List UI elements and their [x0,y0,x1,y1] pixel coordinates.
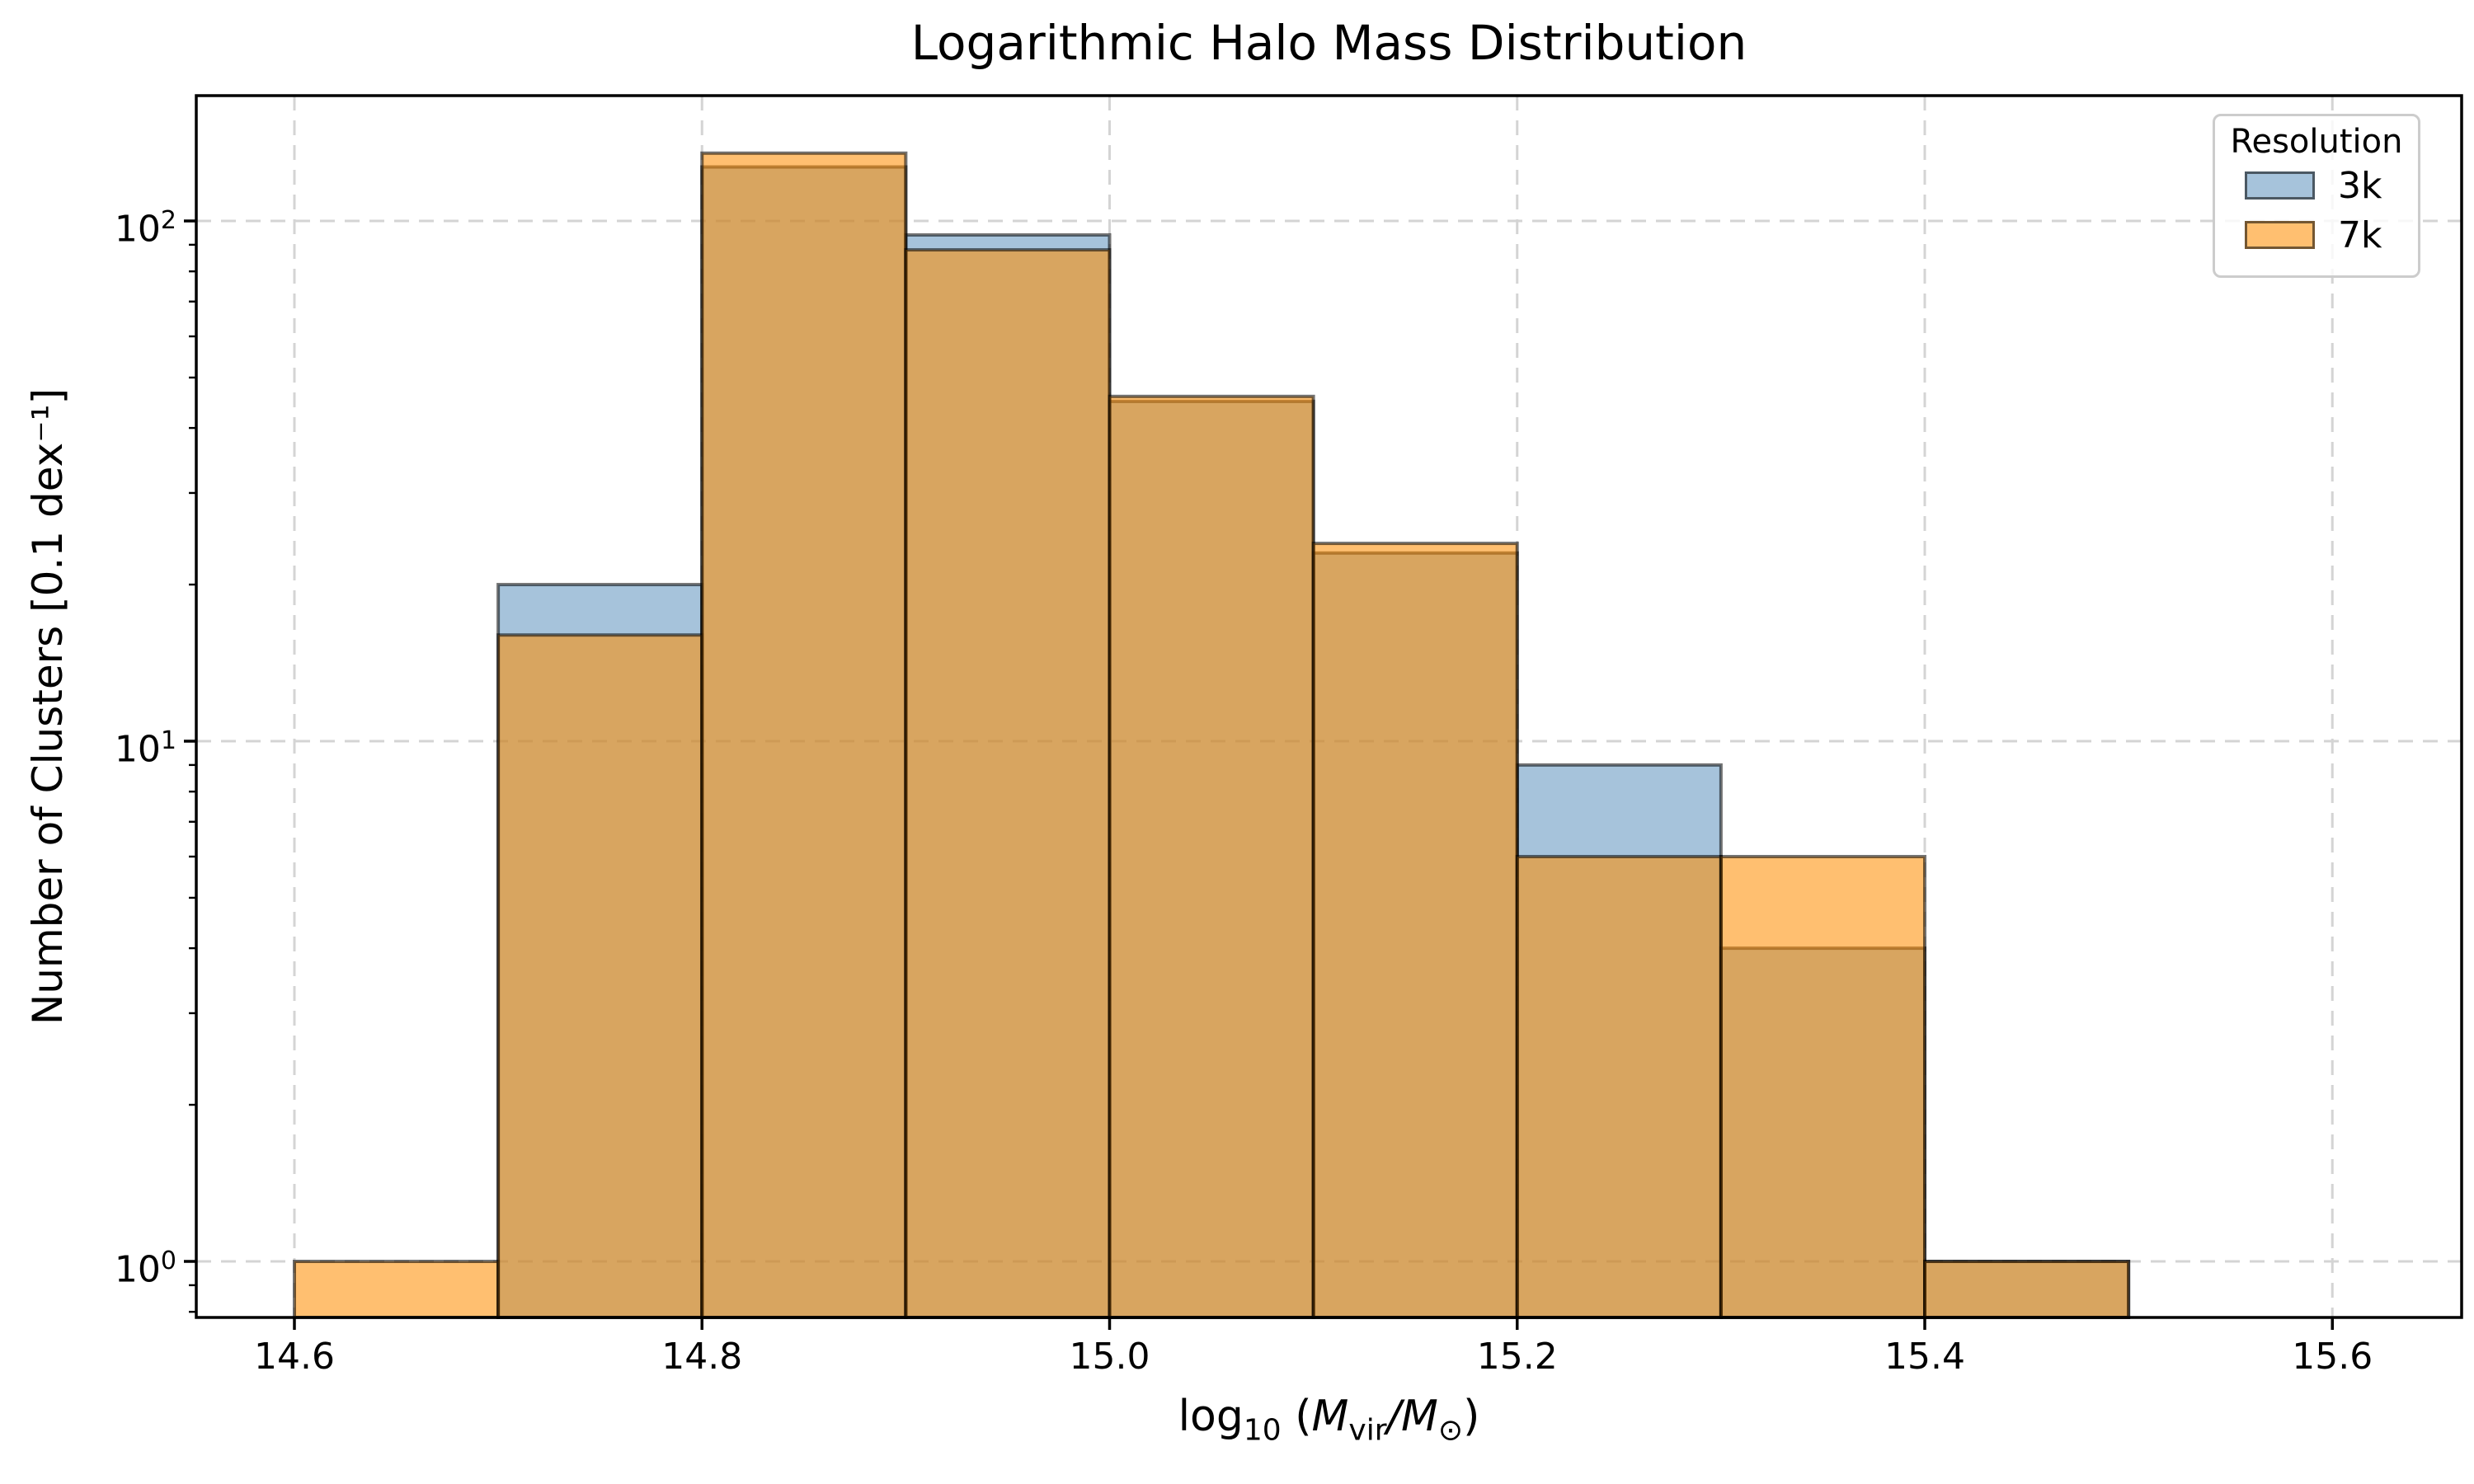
x-tick-label: 14.6 [254,1336,335,1378]
y-tick-label: 102 [0,198,176,253]
histogram-bar-7k [496,633,704,1319]
x-axis-label-close-paren: ) [1463,1392,1480,1441]
x-tick-label: 15.0 [1069,1336,1150,1378]
x-axis-label-log-sub: 10 [1243,1413,1282,1448]
x-tick-label: 15.4 [1884,1336,1965,1378]
chart-title: Logarithmic Halo Mass Distribution [910,15,1747,71]
histogram-bar-7k [1923,1260,2131,1319]
x-tick-label: 15.2 [1476,1336,1558,1378]
legend-label: 3k [2338,164,2382,207]
legend-box: Resolution 3k 7k [2213,114,2420,278]
histogram-bar-7k [293,1260,501,1319]
x-axis-label-slash: / [1386,1392,1402,1441]
y-tick-label-exponent: 0 [160,1247,176,1275]
y-tick-label: 101 [0,718,176,773]
y-tick-label-exponent: 2 [160,206,176,235]
legend-label: 7k [2338,214,2382,256]
histogram-bar-7k [1719,854,1926,1319]
y-axis-label: Number of Clusters [0.1 dex⁻¹] [24,387,72,1026]
y-tick-label-exponent: 1 [160,726,176,755]
x-axis-label-mvir-sub: vir [1348,1413,1387,1448]
histogram-bar-7k [700,151,908,1319]
x-tick-label: 14.8 [661,1336,743,1378]
x-axis-label: log10 (Mvir/M⊙) [196,1392,2462,1447]
histogram-bar-7k [1515,854,1723,1319]
legend-swatch-7k [2245,221,2315,249]
histogram-bar-7k [1108,394,1315,1319]
legend-rows: 3k 7k [2215,161,2418,260]
legend-row: 3k [2215,161,2418,210]
y-tick-label-base: 10 [114,208,161,251]
x-tick-label: 15.6 [2292,1336,2373,1378]
axes-spines [195,94,2463,1319]
y-tick-label: 100 [0,1238,176,1294]
legend-title: Resolution [2230,123,2403,161]
legend-row: 7k [2215,210,2418,260]
y-tick-label-base: 10 [114,728,161,771]
y-tick-label-base: 10 [114,1248,161,1291]
x-axis-label-log: log [1178,1392,1244,1441]
histogram-bar-7k [1311,542,1519,1319]
x-axis-label-mvir: M [1311,1392,1349,1441]
histogram-bar-7k [904,248,1112,1319]
x-axis-label-open-paren: ( [1281,1392,1312,1441]
x-axis-label-msun-sub: ⊙ [1437,1413,1464,1448]
legend-swatch-3k [2245,171,2315,200]
x-axis-label-msun: M [1401,1392,1438,1441]
